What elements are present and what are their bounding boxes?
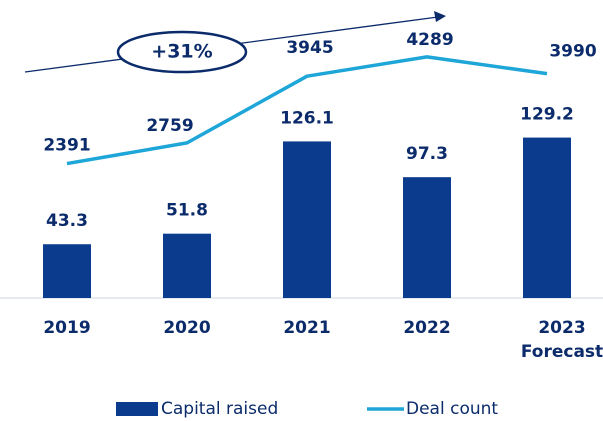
legend-swatch [116,402,158,416]
deal-count-line [66,55,548,166]
bar [283,141,331,298]
line-value-label: 2391 [43,136,90,156]
legend-label: Capital raised [161,399,278,419]
bar [403,177,451,298]
bar [43,244,91,298]
annotation-ellipse [116,30,248,74]
line-value-label: 4289 [406,30,453,50]
bar-value-label: 97.3 [406,144,448,164]
x-tick-label: 2023 Forecast [520,318,603,362]
legend-label: Deal count [406,399,498,419]
bar-value-label: 129.2 [520,105,574,125]
bar [163,233,211,298]
arrow-head [434,11,446,22]
bar-value-label: 43.3 [46,211,88,231]
x-tick-label: 2021 [283,318,331,338]
x-tick-label: 2020 [163,318,211,338]
x-tick-label: 2022 [403,318,451,338]
annotation: +31% [151,41,212,63]
line-value-label: 3990 [549,42,596,62]
bar [523,137,571,298]
bar-value-label: 51.8 [166,201,208,221]
line-value-label: 2759 [146,116,193,136]
bar-value-label: 126.1 [280,108,334,128]
x-tick-label: 2019 [43,318,91,338]
line-value-label: 3945 [286,38,333,58]
